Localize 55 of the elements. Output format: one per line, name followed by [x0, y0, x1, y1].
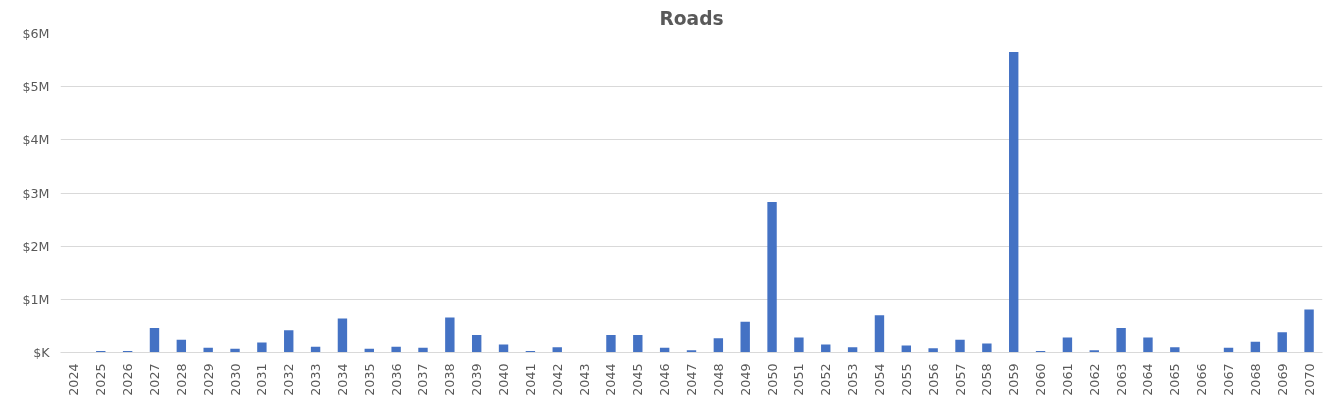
x-tick-label: 2031 [254, 363, 270, 396]
y-tick-label: $3M [22, 185, 50, 201]
x-tick-label: 2053 [845, 363, 861, 396]
x-tick-label: 2056 [925, 363, 941, 396]
chart-title: Roads [659, 7, 724, 29]
x-tick-label: 2047 [684, 363, 699, 396]
x-tick-label: 2048 [710, 363, 726, 396]
x-tick-label: 2036 [388, 363, 404, 396]
x-tick-label: 2062 [1086, 363, 1102, 396]
x-tick-label: 2049 [737, 363, 753, 396]
x-tick-label: 2040 [496, 363, 512, 396]
x-tick-label: 2042 [549, 363, 565, 396]
y-tick-label: $5M [22, 79, 50, 95]
y-tick-label: $6M [22, 26, 50, 41]
x-tick-label: 2060 [1033, 363, 1049, 396]
x-tick-label: 2050 [764, 363, 780, 396]
x-tick-label: 2035 [361, 363, 377, 396]
x-tick-label: 2028 [173, 363, 189, 396]
y-tick-label: $K [33, 345, 51, 360]
x-tick-label: 2067 [1221, 363, 1237, 396]
x-tick-label: 2034 [334, 363, 350, 396]
x-tick-label: 2059 [1006, 363, 1022, 396]
x-tick-label: 2063 [1113, 363, 1129, 396]
x-tick-label: 2069 [1274, 363, 1290, 396]
x-tick-label: 2030 [227, 363, 243, 396]
x-tick-label: 2041 [522, 363, 538, 396]
x-tick-label: 2027 [146, 363, 162, 396]
x-tick-label: 2043 [576, 363, 592, 396]
x-tick-label: 2032 [281, 363, 297, 396]
x-tick-label: 2052 [818, 363, 834, 396]
x-tick-label: 2044 [603, 363, 619, 396]
x-tick-label: 2026 [120, 363, 136, 396]
x-tick-label: 2037 [415, 363, 431, 396]
x-tick-label: 2070 [1301, 363, 1317, 396]
y-tick-label: $2M [22, 238, 50, 254]
x-tick-label: 2038 [442, 363, 458, 396]
x-tick-label: 2046 [657, 363, 673, 396]
x-tick-label: 2051 [791, 363, 807, 396]
x-tick-label: 2033 [308, 363, 324, 396]
x-tick-label: 2068 [1247, 363, 1263, 396]
x-tick-label: 2054 [871, 363, 887, 396]
x-tick-label: 2045 [630, 363, 646, 396]
x-tick-label: 2061 [1059, 363, 1075, 396]
x-tick-label: 2064 [1140, 363, 1156, 396]
x-tick-label: 2055 [898, 363, 914, 396]
y-tick-label: $1M [22, 291, 50, 307]
x-tick-label: 2058 [979, 363, 995, 396]
x-tick-label: 2066 [1194, 363, 1210, 396]
x-tick-label: 2029 [200, 363, 216, 396]
x-tick-label: 2065 [1167, 363, 1183, 396]
x-tick-label: 2039 [469, 363, 485, 396]
x-tick-label: 2057 [952, 363, 968, 396]
y-tick-label: $4M [22, 132, 50, 148]
x-tick-label: 2024 [66, 363, 82, 396]
x-tick-label: 2025 [93, 363, 109, 396]
